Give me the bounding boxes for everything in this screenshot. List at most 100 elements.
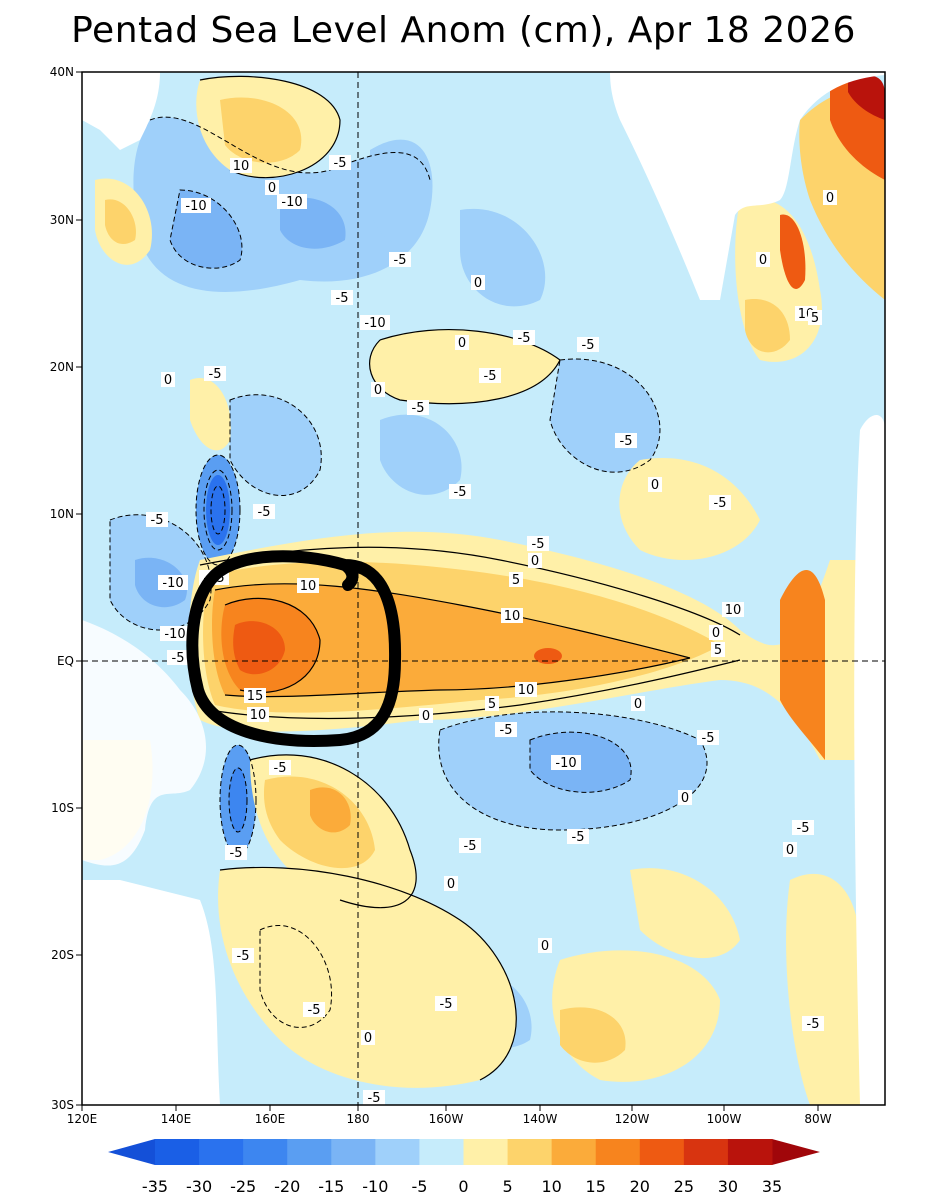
contour-label-bg (697, 730, 719, 745)
contour-label-bg (527, 536, 549, 551)
warm-coast-band (780, 570, 825, 760)
contour-label-bg (485, 696, 499, 711)
contour-label: -5 (209, 367, 222, 382)
legend-color-swatch (243, 1139, 288, 1165)
contour-label: 10 (300, 579, 317, 594)
x-tick-label: 160W (429, 1112, 464, 1126)
contour-label-bg (161, 372, 175, 387)
contour-label-bg (756, 252, 770, 267)
plot-frame (81, 71, 886, 1106)
contour-label: -5 (237, 949, 250, 964)
contour-line-0-nw (199, 75, 341, 179)
legend-color-swatch (683, 1139, 729, 1165)
legend-color-swatch (639, 1139, 685, 1165)
warm-spot-140w (534, 648, 562, 664)
contour-line-eddy-north-2 (203, 469, 233, 551)
contour-label-bg (631, 696, 645, 711)
contour-label-bg (371, 382, 385, 397)
contour-label: -5 (500, 723, 513, 738)
contour-label: -5 (368, 1091, 381, 1106)
contour-label-bg (181, 198, 211, 213)
contour-label-bg (808, 310, 822, 325)
contour-label: -5 (620, 434, 633, 449)
contour-label-bg (459, 838, 481, 853)
contour-label-bg (577, 337, 599, 352)
contour-label: 0 (759, 253, 767, 268)
contour-label-bg (230, 158, 252, 173)
contour-label: -10 (162, 576, 183, 591)
red-region-gulf-stream (780, 214, 806, 289)
contour-label: 10 (504, 609, 521, 624)
contour-label: 0 (786, 843, 794, 858)
y-tick-label: 30S (51, 1098, 74, 1112)
legend-label: 35 (762, 1177, 782, 1196)
legend-label: -30 (186, 1177, 212, 1196)
contour-label-bg (419, 708, 433, 723)
yellow-region-mid-n (369, 329, 560, 404)
contour-label: -5 (518, 331, 531, 346)
contour-label: 0 (268, 181, 276, 196)
contour-label-bg (247, 707, 269, 722)
contour-line-neg5-mid (229, 394, 322, 496)
contour-label: -5 (151, 513, 164, 528)
contour-label: -10 (164, 627, 185, 642)
contour-line-neg5-west (109, 514, 212, 631)
contour-line-0-south (249, 754, 417, 909)
contour-label-bg (648, 477, 662, 492)
contour-label-bg (783, 842, 797, 857)
contour-label-bg (709, 625, 723, 640)
contour-label-bg (538, 938, 552, 953)
contour-label: 5 (811, 311, 819, 326)
contour-label: -5 (454, 485, 467, 500)
contour-label-bg (513, 330, 535, 345)
contour-line-15 (224, 597, 321, 694)
contour-label: -10 (185, 199, 206, 214)
legend-label: -10 (362, 1177, 388, 1196)
legend-label: 30 (718, 1177, 738, 1196)
contour-label-bg (678, 790, 692, 805)
x-tick-label: 120E (67, 1112, 98, 1126)
legend-label: 25 (674, 1177, 694, 1196)
contour-label: 0 (541, 939, 549, 954)
contour-line-neg5-north (149, 116, 431, 181)
contour-label-bg (303, 1002, 325, 1017)
y-tick-label: 10N (50, 507, 74, 521)
legend-label: 15 (586, 1177, 606, 1196)
y-axis: 40N 30N 20N 10N EQ 10S 20S 30S (50, 65, 82, 1112)
blue-region-mid (230, 394, 322, 496)
blue-region-nw-core-2 (280, 197, 346, 249)
contour-label: -5 (484, 369, 497, 384)
contour-label: -5 (464, 839, 477, 854)
contour-line-neg10-nw (169, 189, 243, 269)
x-tick-label: 180 (347, 1112, 370, 1126)
contour-label: 0 (164, 373, 172, 388)
contour-label: 0 (374, 383, 382, 398)
x-tick-label: 80W (804, 1112, 831, 1126)
land-maritime-continent (82, 620, 207, 866)
contour-label-bg (615, 433, 637, 448)
contour-label-bg (389, 252, 411, 267)
contour-label-bg (792, 820, 814, 835)
contour-label-bg (501, 608, 523, 623)
contour-label-bg (802, 1016, 824, 1031)
contour-label: -5 (308, 1003, 321, 1018)
contour-label-bg (269, 760, 291, 775)
x-tick-label: 120W (615, 1112, 650, 1126)
contour-label-bg (265, 180, 279, 195)
contour-label: -5 (440, 997, 453, 1012)
contour-label-bg (146, 512, 168, 527)
color-legend: -35 -30 -25 -20 -15 -10 -5 0 5 10 15 20 25 30 35 (108, 1139, 820, 1196)
contour-label-bg (823, 190, 837, 205)
legend-label: 20 (630, 1177, 650, 1196)
chart-title: Pentad Sea Level Anom (cm), Apr 18 2026 (71, 10, 856, 51)
contour-label-bg (479, 368, 501, 383)
orange-region-nw (220, 97, 302, 163)
contour-line-5-south (209, 659, 741, 720)
legend-label: -20 (274, 1177, 300, 1196)
contour-label-bg (158, 575, 188, 590)
blue-region-mid2 (380, 414, 462, 495)
y-tick-label: 30N (50, 213, 74, 227)
contour-label: 0 (458, 336, 466, 351)
legend-color-swatch (375, 1139, 420, 1165)
